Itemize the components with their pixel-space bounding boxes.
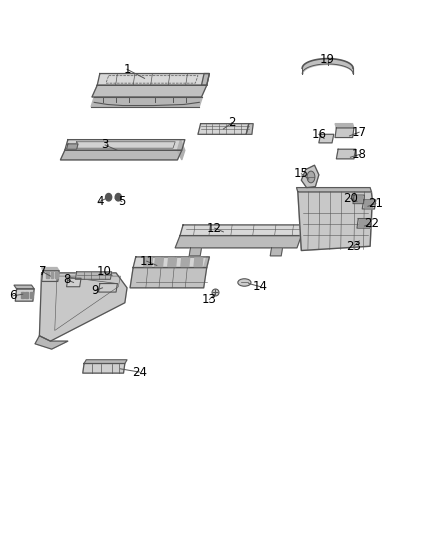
Polygon shape	[144, 258, 152, 266]
Polygon shape	[175, 236, 301, 248]
Text: 4: 4	[96, 195, 104, 208]
Polygon shape	[35, 336, 68, 349]
Polygon shape	[14, 285, 34, 289]
Text: 17: 17	[352, 126, 367, 139]
Polygon shape	[130, 268, 207, 288]
Polygon shape	[335, 124, 354, 128]
Polygon shape	[297, 188, 371, 192]
Polygon shape	[46, 272, 49, 278]
Polygon shape	[60, 150, 182, 160]
Polygon shape	[84, 360, 127, 364]
Polygon shape	[133, 257, 209, 268]
Polygon shape	[335, 128, 354, 138]
Text: 18: 18	[352, 148, 367, 161]
Polygon shape	[198, 124, 249, 134]
Ellipse shape	[238, 279, 251, 286]
Ellipse shape	[307, 171, 315, 183]
Polygon shape	[189, 248, 201, 256]
Text: 11: 11	[139, 255, 154, 268]
Polygon shape	[67, 278, 81, 287]
Polygon shape	[353, 195, 364, 204]
Text: 6: 6	[9, 289, 17, 302]
Text: 14: 14	[253, 280, 268, 293]
Polygon shape	[39, 273, 127, 341]
Circle shape	[106, 193, 112, 201]
Polygon shape	[51, 272, 53, 278]
Text: 15: 15	[294, 167, 309, 180]
Polygon shape	[181, 258, 190, 266]
Polygon shape	[336, 149, 356, 159]
Polygon shape	[246, 124, 253, 134]
Polygon shape	[194, 258, 203, 266]
Text: 5: 5	[118, 195, 125, 208]
Text: 22: 22	[364, 217, 379, 230]
Text: 23: 23	[346, 240, 361, 253]
Text: 2: 2	[228, 116, 236, 129]
Polygon shape	[92, 85, 207, 97]
Text: 9: 9	[92, 284, 99, 297]
Polygon shape	[21, 292, 24, 298]
Polygon shape	[75, 272, 112, 279]
Polygon shape	[301, 165, 319, 188]
Polygon shape	[42, 271, 59, 281]
Text: 13: 13	[202, 293, 217, 306]
Text: 12: 12	[207, 222, 222, 235]
Polygon shape	[83, 364, 125, 373]
Polygon shape	[25, 292, 28, 298]
Polygon shape	[359, 220, 370, 227]
Circle shape	[115, 193, 121, 201]
Polygon shape	[300, 225, 304, 248]
Polygon shape	[364, 201, 373, 208]
Polygon shape	[91, 97, 202, 107]
Text: 16: 16	[311, 128, 326, 141]
Polygon shape	[298, 192, 372, 251]
Text: 10: 10	[97, 265, 112, 278]
Polygon shape	[155, 258, 163, 266]
Polygon shape	[42, 268, 59, 271]
Polygon shape	[30, 292, 33, 298]
Polygon shape	[270, 248, 283, 256]
Polygon shape	[355, 196, 363, 203]
Polygon shape	[99, 284, 117, 292]
Text: 3: 3	[102, 139, 109, 151]
Polygon shape	[319, 134, 334, 143]
Polygon shape	[357, 219, 371, 228]
Polygon shape	[180, 225, 304, 236]
Polygon shape	[55, 272, 58, 278]
Text: 24: 24	[132, 366, 147, 378]
Polygon shape	[15, 289, 34, 301]
Polygon shape	[201, 74, 209, 85]
Text: 7: 7	[39, 265, 47, 278]
Polygon shape	[204, 257, 209, 268]
Polygon shape	[168, 258, 177, 266]
Text: 21: 21	[368, 197, 383, 210]
Text: 20: 20	[343, 192, 358, 205]
Text: 1: 1	[123, 63, 131, 76]
Polygon shape	[97, 74, 209, 85]
Polygon shape	[362, 200, 376, 209]
Text: 8: 8	[64, 273, 71, 286]
Text: 19: 19	[320, 53, 335, 66]
Polygon shape	[177, 140, 185, 160]
Polygon shape	[65, 140, 185, 150]
Polygon shape	[67, 144, 78, 149]
